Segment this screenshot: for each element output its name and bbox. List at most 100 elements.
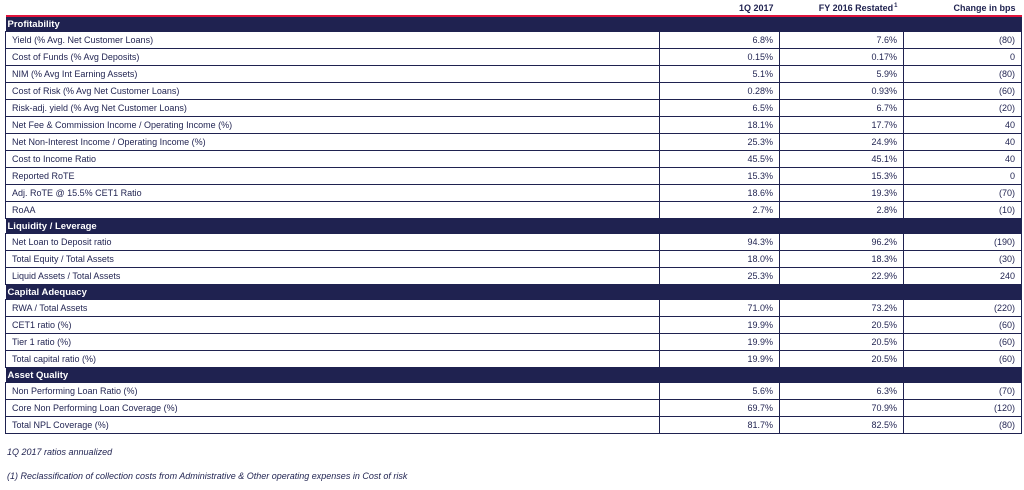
cell-1q-2017: 25.3%	[659, 267, 780, 285]
cell-change-bps: 0	[903, 167, 1022, 185]
cell-1q-2017: 5.1%	[659, 65, 780, 83]
cell-fy-2016: 18.3%	[779, 250, 904, 268]
table-body: Profitability Yield (% Avg. Net Customer …	[5, 16, 1022, 434]
footnote-reclassification: (1) Reclassification of collection costs…	[7, 471, 408, 481]
row-label: NIM (% Avg Int Earning Assets)	[5, 65, 660, 83]
row-label: Adj. RoTE @ 15.5% CET1 Ratio	[5, 184, 660, 202]
row-label: Cost to Income Ratio	[5, 150, 660, 168]
row-label: CET1 ratio (%)	[5, 316, 660, 334]
cell-change-bps: (190)	[903, 233, 1022, 251]
table-row: RoAA 2.7% 2.8% (10)	[5, 201, 1022, 219]
header-blank	[6, 0, 660, 16]
cell-change-bps: (60)	[903, 82, 1022, 100]
section-title: Profitability	[5, 16, 1022, 32]
cell-change-bps: (80)	[903, 416, 1022, 434]
table-row: Reported RoTE 15.3% 15.3% 0	[5, 167, 1022, 185]
cell-fy-2016: 96.2%	[779, 233, 904, 251]
cell-1q-2017: 18.1%	[659, 116, 780, 134]
row-label: Net Loan to Deposit ratio	[5, 233, 660, 251]
table-row: Total NPL Coverage (%) 81.7% 82.5% (80)	[5, 416, 1022, 434]
cell-change-bps: (80)	[903, 31, 1022, 49]
kpi-table: 1Q 2017 FY 2016 Restated1 Change in bps …	[5, 0, 1022, 434]
header-col-change: Change in bps	[953, 2, 1016, 13]
cell-change-bps: 240	[903, 267, 1022, 285]
cell-1q-2017: 18.6%	[659, 184, 780, 202]
section-title: Asset Quality	[5, 367, 1022, 383]
cell-fy-2016: 24.9%	[779, 133, 904, 151]
cell-1q-2017: 94.3%	[659, 233, 780, 251]
row-label: Total NPL Coverage (%)	[5, 416, 660, 434]
cell-1q-2017: 6.8%	[659, 31, 780, 49]
cell-fy-2016: 7.6%	[779, 31, 904, 49]
row-label: Reported RoTE	[5, 167, 660, 185]
cell-fy-2016: 0.17%	[779, 48, 904, 66]
cell-1q-2017: 0.15%	[659, 48, 780, 66]
cell-change-bps: (60)	[903, 333, 1022, 351]
cell-fy-2016: 5.9%	[779, 65, 904, 83]
cell-1q-2017: 25.3%	[659, 133, 780, 151]
cell-1q-2017: 15.3%	[659, 167, 780, 185]
section-title: Capital Adequacy	[5, 284, 1022, 300]
table-row: Cost to Income Ratio 45.5% 45.1% 40	[5, 150, 1022, 168]
table-row: Cost of Risk (% Avg Net Customer Loans) 0…	[5, 82, 1022, 100]
header-col-1q-2017: 1Q 2017	[738, 2, 774, 13]
section-row: Capital Adequacy	[5, 284, 1022, 300]
cell-change-bps: 40	[903, 150, 1022, 168]
header-col-fy-2016: FY 2016 Restated1	[780, 0, 904, 16]
cell-fy-2016: 2.8%	[779, 201, 904, 219]
cell-fy-2016: 82.5%	[779, 416, 904, 434]
cell-change-bps: (80)	[903, 65, 1022, 83]
header-row: 1Q 2017 FY 2016 Restated1 Change in bps	[5, 0, 1022, 16]
footnote-annualized: 1Q 2017 ratios annualized	[7, 447, 113, 457]
cell-change-bps: (30)	[903, 250, 1022, 268]
cell-fy-2016: 15.3%	[779, 167, 904, 185]
cell-change-bps: 0	[903, 48, 1022, 66]
section-row: Liquidity / Leverage	[5, 218, 1022, 234]
table-row: Net Loan to Deposit ratio 94.3% 96.2% (190)	[5, 233, 1022, 251]
cell-1q-2017: 2.7%	[659, 201, 780, 219]
cell-change-bps: (120)	[903, 399, 1022, 417]
cell-1q-2017: 69.7%	[659, 399, 780, 417]
row-label: Cost of Funds (% Avg Deposits)	[5, 48, 660, 66]
table-row: NIM (% Avg Int Earning Assets) 5.1% 5.9% (8…	[5, 65, 1022, 83]
row-label: Non Performing Loan Ratio (%)	[5, 382, 660, 400]
row-label: Total capital ratio (%)	[5, 350, 660, 368]
table-row: RWA / Total Assets 71.0% 73.2% (220)	[5, 299, 1022, 317]
table-row: Net Non-Interest Income / Operating Inco…	[5, 133, 1022, 151]
cell-fy-2016: 20.5%	[779, 333, 904, 351]
cell-fy-2016: 19.3%	[779, 184, 904, 202]
cell-1q-2017: 45.5%	[659, 150, 780, 168]
row-label: RWA / Total Assets	[5, 299, 660, 317]
table-row: Total Equity / Total Assets 18.0% 18.3% (30…	[5, 250, 1022, 268]
cell-change-bps: (60)	[903, 316, 1022, 334]
table-row: CET1 ratio (%) 19.9% 20.5% (60)	[5, 316, 1022, 334]
cell-fy-2016: 22.9%	[779, 267, 904, 285]
row-label: Core Non Performing Loan Coverage (%)	[5, 399, 660, 417]
row-label: Tier 1 ratio (%)	[5, 333, 660, 351]
cell-change-bps: 40	[903, 116, 1022, 134]
footnote-marker: 1	[894, 2, 898, 9]
table-row: Tier 1 ratio (%) 19.9% 20.5% (60)	[5, 333, 1022, 351]
table-row: Liquid Assets / Total Assets 25.3% 22.9% 24…	[5, 267, 1022, 285]
row-label: Cost of Risk (% Avg Net Customer Loans)	[5, 82, 660, 100]
cell-1q-2017: 19.9%	[659, 333, 780, 351]
section-row: Profitability	[5, 16, 1022, 32]
table-row: Non Performing Loan Ratio (%) 5.6% 6.3% (70…	[5, 382, 1022, 400]
table-row: Yield (% Avg. Net Customer Loans) 6.8% 7.6…	[5, 31, 1022, 49]
cell-fy-2016: 6.7%	[779, 99, 904, 117]
row-label: Risk-adj. yield (% Avg Net Customer Loan…	[5, 99, 660, 117]
cell-1q-2017: 6.5%	[659, 99, 780, 117]
cell-change-bps: (70)	[903, 382, 1022, 400]
cell-1q-2017: 81.7%	[659, 416, 780, 434]
cell-fy-2016: 70.9%	[779, 399, 904, 417]
row-label: Liquid Assets / Total Assets	[5, 267, 660, 285]
cell-change-bps: (70)	[903, 184, 1022, 202]
cell-fy-2016: 6.3%	[779, 382, 904, 400]
cell-change-bps: (220)	[903, 299, 1022, 317]
cell-fy-2016: 17.7%	[779, 116, 904, 134]
section-title: Liquidity / Leverage	[5, 218, 1022, 234]
row-label: Total Equity / Total Assets	[5, 250, 660, 268]
cell-change-bps: (60)	[903, 350, 1022, 368]
row-label: Net Non-Interest Income / Operating Inco…	[5, 133, 660, 151]
table-row: Net Fee & Commission Income / Operating …	[5, 116, 1022, 134]
